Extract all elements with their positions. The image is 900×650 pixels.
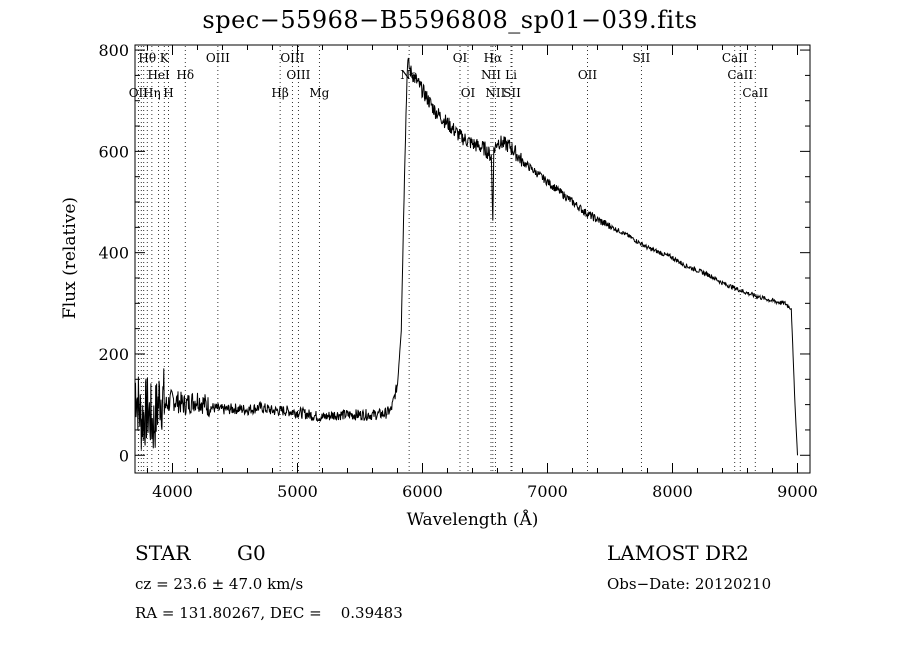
observation-date: Obs−Date: 20120210 (607, 575, 772, 593)
survey-name: LAMOST DR2 (607, 541, 749, 565)
line-label: HeI (147, 68, 170, 82)
line-label: CaII (727, 68, 753, 82)
sky-coordinates: RA = 131.80267, DEC = 0.39483 (135, 604, 403, 622)
spectrum-line (134, 57, 798, 456)
x-tick-label: 5000 (277, 482, 318, 501)
spectrum-series (134, 57, 798, 456)
line-label: Li (505, 68, 517, 82)
line-label: OI (461, 86, 476, 100)
line-label: OII (129, 86, 149, 100)
line-label: SII (633, 51, 651, 65)
line-label: K (160, 51, 170, 65)
y-axis-label: Flux (relative) (60, 196, 80, 320)
y-tick-label: 800 (98, 41, 129, 60)
line-label: OIII (280, 51, 304, 65)
line-label: NII (481, 68, 501, 82)
x-tick-label: 7000 (527, 482, 568, 501)
x-tick-label: 4000 (152, 482, 193, 501)
line-label: OII (578, 68, 598, 82)
x-tick-label: 9000 (777, 482, 818, 501)
y-tick-label: 600 (98, 142, 129, 161)
line-label: Hθ (138, 51, 156, 65)
line-label: SII (503, 86, 521, 100)
x-tick-label: 6000 (402, 482, 443, 501)
y-tick-label: 200 (98, 345, 129, 364)
line-label: Na (400, 68, 418, 82)
line-label: Hβ (271, 86, 288, 100)
y-tick-label: 400 (98, 244, 129, 263)
y-tick-label: 0 (119, 446, 129, 465)
line-label: Hη (143, 86, 161, 100)
line-label: OI (453, 51, 468, 65)
line-label: OIII (286, 68, 310, 82)
redshift-velocity: cz = 23.6 ± 47.0 km/s (135, 575, 304, 593)
spectral-subclass: G0 (237, 541, 266, 565)
line-label: CaII (722, 51, 748, 65)
line-label: OIII (206, 51, 230, 65)
line-label: NII (485, 86, 505, 100)
line-label: Mg (309, 86, 329, 100)
line-label: CaII (742, 86, 768, 100)
line-label: Hα (484, 51, 503, 65)
axis-ticks: 4000 5000 6000 7000 8000 9000 0 200 400 600 800 (98, 41, 817, 501)
chart-title: spec−55968−B5596808_sp01−039.fits (202, 6, 698, 34)
line-label: Hδ (176, 68, 194, 82)
x-tick-label: 8000 (652, 482, 693, 501)
emission-line-markers (137, 46, 756, 472)
x-axis-label: Wavelength (Å) (406, 510, 539, 530)
object-class: STAR (135, 541, 191, 565)
line-label: H (163, 86, 173, 100)
